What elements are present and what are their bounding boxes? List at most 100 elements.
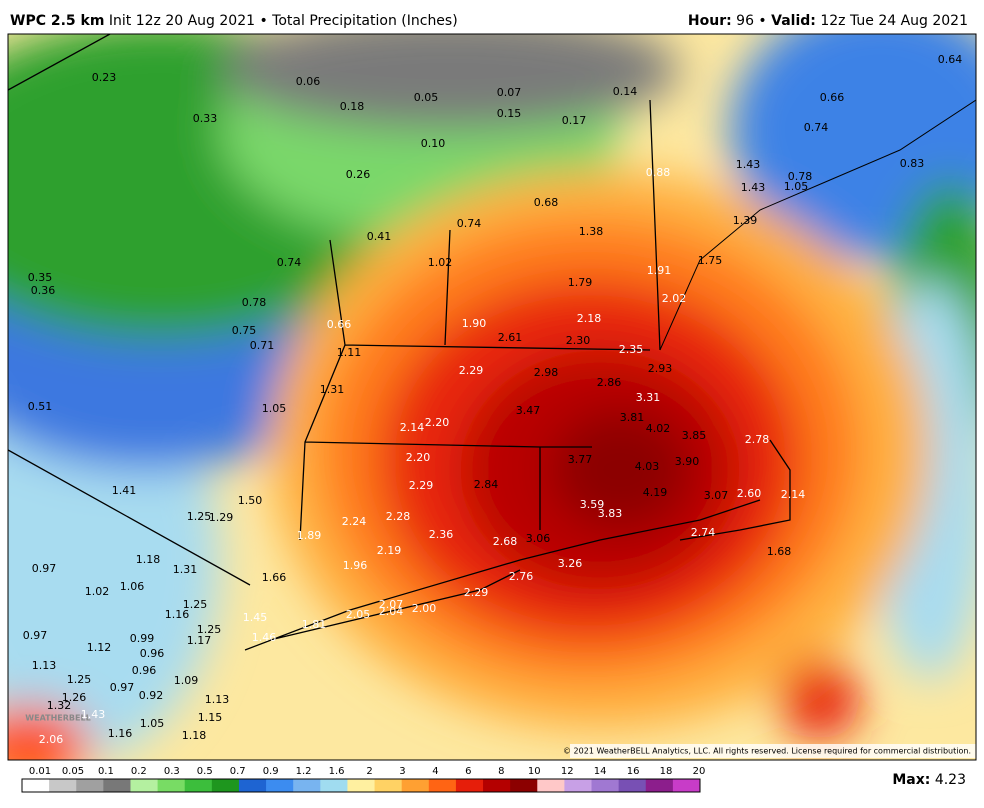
precip-label: 2.78 xyxy=(745,433,770,446)
legend-tick-label: 0.3 xyxy=(164,766,180,777)
precip-label: 2.05 xyxy=(346,608,371,621)
precip-label: 2.29 xyxy=(459,364,484,377)
precip-label: 1.16 xyxy=(165,608,190,621)
precip-label: 1.11 xyxy=(337,346,362,359)
precip-label: 1.91 xyxy=(647,264,672,277)
precip-label: 1.81 xyxy=(302,618,327,631)
hour: 96 • xyxy=(736,13,767,29)
precip-label: 4.03 xyxy=(635,460,660,473)
precip-label: 1.12 xyxy=(87,641,112,654)
precip-label: 1.79 xyxy=(568,276,593,289)
precip-label: 1.31 xyxy=(173,563,198,576)
precip-label: 1.32 xyxy=(47,699,72,712)
precip-label: 2.86 xyxy=(597,376,622,389)
legend-swatch xyxy=(266,779,294,792)
precip-label: 0.78 xyxy=(242,296,267,309)
precip-label: 2.60 xyxy=(737,487,762,500)
precip-label: 1.43 xyxy=(81,708,106,721)
precip-label: 2.98 xyxy=(534,366,559,379)
header-right: Hour: 96 • Valid: 12z Tue 24 Aug 2021 xyxy=(688,13,968,29)
precip-label: 1.05 xyxy=(784,180,809,193)
precip-label: 1.05 xyxy=(262,402,287,415)
legend-tick-label: 20 xyxy=(693,766,706,777)
precip-label: 1.90 xyxy=(462,317,487,330)
precip-label: 1.43 xyxy=(736,158,761,171)
precip-label: 1.31 xyxy=(320,383,345,396)
precip-label: 0.75 xyxy=(232,324,257,337)
watermark: WEATHERBELL xyxy=(25,714,90,723)
precip-label: 0.66 xyxy=(820,91,845,104)
precip-label: 1.25 xyxy=(67,673,92,686)
precip-label: 3.77 xyxy=(568,453,593,466)
precip-label: 2.30 xyxy=(566,334,591,347)
precip-label: 2.76 xyxy=(509,570,534,583)
borders xyxy=(8,34,976,651)
precip-label: 0.06 xyxy=(296,75,321,88)
precip-label: 0.33 xyxy=(193,112,218,125)
precip-label: 1.25 xyxy=(197,623,222,636)
precip-label: 0.66 xyxy=(327,318,352,331)
precip-label: 0.88 xyxy=(646,166,671,179)
precip-label: 0.14 xyxy=(613,85,638,98)
legend-swatch xyxy=(483,779,511,792)
model-name: WPC 2.5 km xyxy=(10,13,104,29)
precip-label: 0.97 xyxy=(23,629,48,642)
max-value: 4.23 xyxy=(935,772,966,788)
precip-label: 0.41 xyxy=(367,230,392,243)
legend-tick-label: 0.01 xyxy=(29,766,51,777)
precip-label: 0.07 xyxy=(497,86,522,99)
precip-label: 1.18 xyxy=(182,729,207,742)
precip-label: 1.18 xyxy=(136,553,161,566)
precip-label: 3.59 xyxy=(580,498,605,511)
precip-label: 2.29 xyxy=(409,479,434,492)
precip-label: 2.19 xyxy=(377,544,402,557)
valid-label: Valid: xyxy=(771,13,816,29)
precip-label: 3.83 xyxy=(598,507,623,520)
legend-tick-label: 0.05 xyxy=(62,766,84,777)
precip-label: 3.26 xyxy=(558,557,583,570)
precip-label: 1.96 xyxy=(343,559,368,572)
precip-label: 3.47 xyxy=(516,404,541,417)
legend-tick-label: 16 xyxy=(627,766,640,777)
precip-label: 2.18 xyxy=(577,312,602,325)
legend-swatch xyxy=(293,779,321,792)
precip-label: 1.25 xyxy=(183,598,208,611)
precip-label: 1.15 xyxy=(198,711,223,724)
precip-label: 1.29 xyxy=(209,511,234,524)
legend-tick-label: 1.6 xyxy=(329,766,345,777)
precip-label: 1.41 xyxy=(112,484,137,497)
precip-label: 3.85 xyxy=(682,429,707,442)
precip-label: 0.96 xyxy=(140,647,165,660)
precip-label: 1.09 xyxy=(174,674,199,687)
precip-label: 1.75 xyxy=(698,254,723,267)
legend-swatch xyxy=(320,779,348,792)
legend-swatch xyxy=(157,779,186,792)
legend-tick-label: 2 xyxy=(366,766,372,777)
copyright: © 2021 WeatherBELL Analytics, LLC. All r… xyxy=(563,747,971,756)
precip-label: 0.74 xyxy=(277,256,302,269)
precip-label: 2.14 xyxy=(781,488,806,501)
legend-tick-label: 10 xyxy=(528,766,541,777)
precip-label: 0.51 xyxy=(28,400,53,413)
precip-label: 1.66 xyxy=(262,571,287,584)
precip-field xyxy=(8,34,976,760)
precip-label: 3.81 xyxy=(620,411,645,424)
precip-label: 1.46 xyxy=(252,631,277,644)
legend-frame xyxy=(21,778,701,793)
legend-swatch xyxy=(211,779,240,792)
legend-swatch xyxy=(618,779,647,792)
precip-label: 0.36 xyxy=(31,284,56,297)
legend-tick-label: 12 xyxy=(561,766,574,777)
precip-label: 0.78 xyxy=(788,170,813,183)
legend-tick-label: 0.9 xyxy=(263,766,279,777)
precip-label: 2.93 xyxy=(648,362,673,375)
precip-label: 1.50 xyxy=(238,494,263,507)
legend-swatch xyxy=(591,779,620,792)
legend-tick-label: 14 xyxy=(594,766,607,777)
legend-swatch xyxy=(374,779,403,792)
precip-label: 0.74 xyxy=(457,217,482,230)
precip-label: 2.29 xyxy=(464,586,489,599)
map-frame xyxy=(7,33,977,761)
precip-label: 0.97 xyxy=(110,681,135,694)
